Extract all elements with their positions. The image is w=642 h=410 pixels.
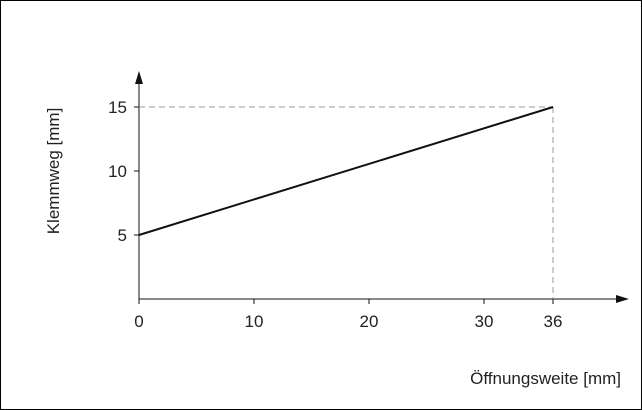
y-ticks: 5 10 15 xyxy=(108,98,139,245)
y-axis-arrow xyxy=(135,71,143,84)
x-tick-label: 0 xyxy=(134,312,143,331)
x-tick-label: 10 xyxy=(245,312,264,331)
series-group xyxy=(138,106,554,236)
axes xyxy=(135,71,629,303)
y-axis-label: Klemmweg [mm] xyxy=(44,108,63,235)
x-axis-arrow xyxy=(616,295,629,303)
reference-lines xyxy=(139,106,554,299)
x-tick-label: 20 xyxy=(360,312,379,331)
x-tick-label: 36 xyxy=(544,312,563,331)
series-line-0 xyxy=(138,106,554,236)
x-axis-label: Öffnungsweite [mm] xyxy=(470,369,621,388)
x-ticks: 0 10 20 30 36 xyxy=(134,299,562,331)
y-tick-label: 5 xyxy=(118,226,127,245)
x-tick-label: 30 xyxy=(475,312,494,331)
y-tick-label: 15 xyxy=(108,98,127,117)
y-tick-label: 10 xyxy=(108,162,127,181)
